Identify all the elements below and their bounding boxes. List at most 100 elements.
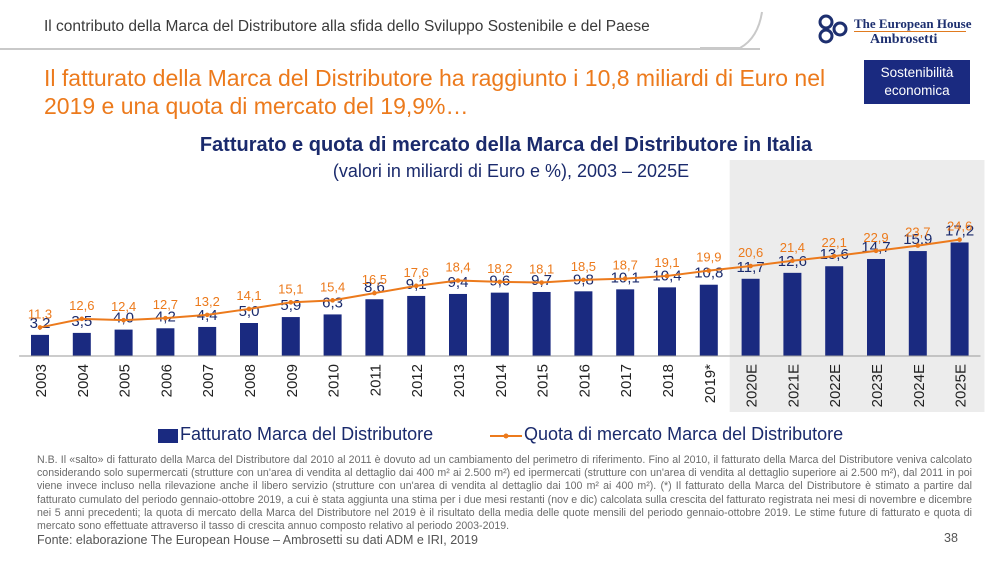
bar	[908, 251, 927, 356]
share-point	[497, 279, 503, 285]
header-swoosh-decoration	[700, 11, 763, 49]
share-value-label: 18,7	[613, 258, 638, 273]
bar	[198, 326, 217, 356]
company-logo: The European House Ambrosetti	[818, 10, 972, 50]
share-value-label: 20,6	[738, 245, 763, 260]
bar-value-label: 10,8	[694, 265, 723, 282]
x-tick-label: 2024E	[911, 364, 928, 407]
bar-value-label: 5,9	[280, 297, 301, 314]
bar-value-label: 6,3	[322, 294, 343, 311]
bar	[114, 329, 133, 356]
bar	[574, 291, 593, 356]
bar	[532, 291, 551, 356]
share-point	[246, 306, 252, 312]
share-point	[413, 283, 419, 289]
x-tick-label: 2019*	[702, 364, 719, 403]
share-value-label: 22,1	[822, 235, 847, 250]
headline: Il fatturato della Marca del Distributor…	[44, 65, 826, 119]
share-value-label: 21,4	[780, 240, 805, 255]
share-value-label: 23,7	[905, 225, 930, 240]
share-point	[163, 315, 168, 321]
bar	[31, 334, 49, 356]
x-tick-label: 2017	[618, 364, 635, 397]
share-value-label: 15,4	[320, 279, 345, 294]
chart-legend: Fatturato Marca del Distributore Quota d…	[158, 424, 878, 448]
x-tick-label: 2011	[367, 364, 384, 396]
share-point	[790, 258, 795, 264]
share-value-label: 12,4	[111, 299, 136, 314]
share-value-label: 14,1	[236, 288, 261, 303]
bar	[616, 289, 635, 356]
x-tick-label: 2009	[284, 364, 301, 397]
bar	[950, 242, 969, 356]
logo-line2: Ambrosetti	[870, 32, 938, 47]
bar	[741, 278, 760, 356]
bar	[323, 314, 342, 356]
share-point	[330, 298, 335, 303]
legend-line-label: Quota di mercato Marca del Distributore	[524, 424, 844, 444]
x-tick-label: 2025E	[953, 364, 970, 407]
share-value-label: 18,4	[445, 260, 470, 275]
legend-bar-label: Fatturato Marca del Distributore	[180, 424, 434, 444]
bar-value-label: 3,5	[71, 313, 92, 330]
bar	[783, 272, 802, 356]
share-point	[706, 268, 712, 273]
header-divider	[0, 48, 760, 50]
footnote: N.B. Il «salto» di fatturato della Marca…	[37, 454, 972, 533]
share-point	[539, 280, 544, 285]
share-point	[204, 312, 210, 318]
x-tick-label: 2008	[242, 364, 259, 397]
bar	[490, 292, 509, 356]
share-point	[79, 316, 85, 322]
bar	[699, 284, 718, 356]
share-point	[37, 325, 43, 330]
share-point	[288, 300, 294, 305]
header-title: Il contributo della Marca del Distributo…	[44, 18, 650, 35]
share-value-label: 18,5	[571, 259, 596, 274]
legend-line-swatch	[490, 433, 522, 439]
logo-line1: The European House	[854, 16, 972, 31]
bar-value-label: 5,0	[239, 303, 260, 320]
share-point	[455, 278, 461, 283]
bar	[365, 299, 384, 356]
bar	[867, 258, 885, 356]
share-point	[915, 243, 921, 248]
bar	[825, 266, 844, 356]
share-point	[581, 277, 586, 283]
logo-rule	[854, 31, 966, 32]
share-value-label: 22,9	[863, 230, 888, 245]
share-value-label: 18,2	[487, 261, 512, 276]
header-bar: Il contributo della Marca del Distributo…	[0, 0, 1002, 50]
share-value-label: 24,6	[947, 219, 972, 234]
bar	[449, 293, 467, 356]
share-value-label: 15,1	[278, 281, 303, 296]
bar	[240, 323, 258, 356]
teha-logo-icon	[818, 14, 848, 44]
forecast-shade	[729, 160, 985, 412]
x-tick-label: 2003	[33, 364, 50, 397]
bar	[281, 317, 300, 356]
source-note: Fonte: elaborazione The European House –…	[37, 533, 479, 547]
share-value-label: 12,7	[153, 297, 178, 312]
share-value-label: 17,6	[404, 265, 429, 280]
x-tick-label: 2006	[158, 364, 175, 397]
share-value-label: 19,9	[696, 250, 721, 265]
share-value-label: 12,6	[69, 298, 94, 313]
chart-subtitle: (valori in miliardi di Euro e %), 2003 –…	[332, 161, 690, 181]
bar	[72, 332, 91, 356]
share-point	[622, 276, 628, 281]
chart: 3,23,54,04,24,45,05,96,38,69,19,49,69,79…	[19, 160, 985, 412]
chart-title: Fatturato e quota di mercato della Marca…	[199, 134, 813, 156]
legend-bar-swatch	[158, 429, 178, 443]
x-tick-label: 2013	[451, 364, 468, 397]
share-point	[748, 263, 753, 269]
section-badge: Sostenibilità economica	[864, 60, 970, 104]
x-tick-label: 2021E	[785, 364, 802, 407]
x-tick-label: 2020E	[744, 364, 761, 407]
share-value-label: 13,2	[195, 294, 220, 309]
x-tick-label: 2012	[409, 364, 426, 397]
share-point	[372, 290, 377, 296]
bar	[156, 328, 175, 356]
share-point	[664, 273, 670, 279]
x-tick-label: 2018	[660, 364, 677, 397]
